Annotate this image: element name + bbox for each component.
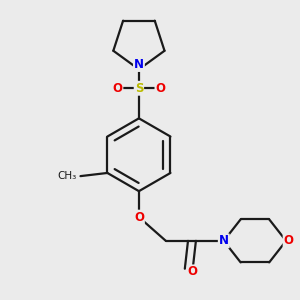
Text: O: O	[134, 211, 144, 224]
Text: O: O	[284, 234, 294, 248]
Text: O: O	[112, 82, 122, 95]
Text: N: N	[219, 234, 229, 248]
Text: S: S	[135, 82, 143, 95]
Text: O: O	[188, 266, 198, 278]
Text: O: O	[155, 82, 165, 95]
Text: N: N	[134, 58, 144, 71]
Text: CH₃: CH₃	[57, 171, 77, 181]
